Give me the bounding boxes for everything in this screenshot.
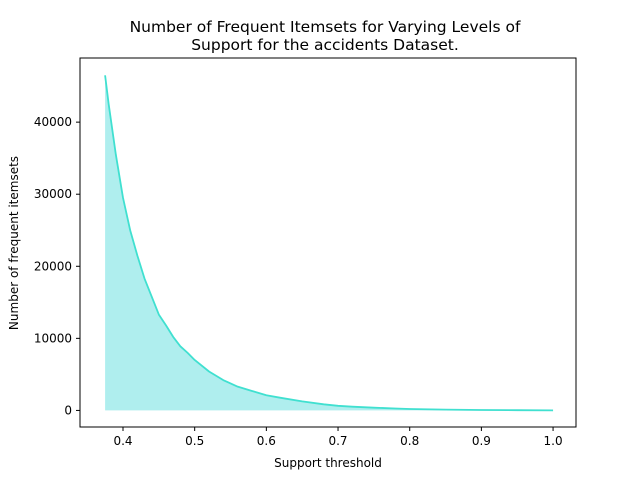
- plot-frame: [79, 57, 577, 428]
- y-tick-label: 10000: [34, 331, 72, 345]
- x-axis-label: Support threshold: [274, 456, 382, 470]
- plot-area: [104, 75, 554, 412]
- x-tick-label: 0.5: [185, 434, 204, 448]
- chart-title-line-2: Support for the accidents Dataset.: [191, 36, 459, 54]
- y-tick-label: 30000: [34, 187, 72, 201]
- series-line: [104, 75, 554, 412]
- x-tick-label: 1.0: [544, 434, 563, 448]
- series-area-fill: [105, 75, 554, 411]
- y-tick-label: 20000: [34, 259, 72, 273]
- y-axis-label: Number of frequent itemsets: [7, 156, 21, 330]
- x-tick-label: 0.9: [472, 434, 491, 448]
- x-tick-label: 0.4: [113, 434, 132, 448]
- y-tick-label: 0: [64, 403, 72, 417]
- x-tick-label: 0.6: [257, 434, 276, 448]
- x-tick-label: 0.8: [400, 434, 419, 448]
- y-tick-label: 40000: [34, 115, 72, 129]
- x-tick-label: 0.7: [328, 434, 347, 448]
- x-axis: 0.4 0.5 0.6 0.7 0.8 0.9 1.0: [113, 427, 563, 448]
- y-axis: 0 10000 20000 30000 40000: [34, 115, 80, 417]
- chart-title-line-1: Number of Frequent Itemsets for Varying …: [130, 18, 521, 36]
